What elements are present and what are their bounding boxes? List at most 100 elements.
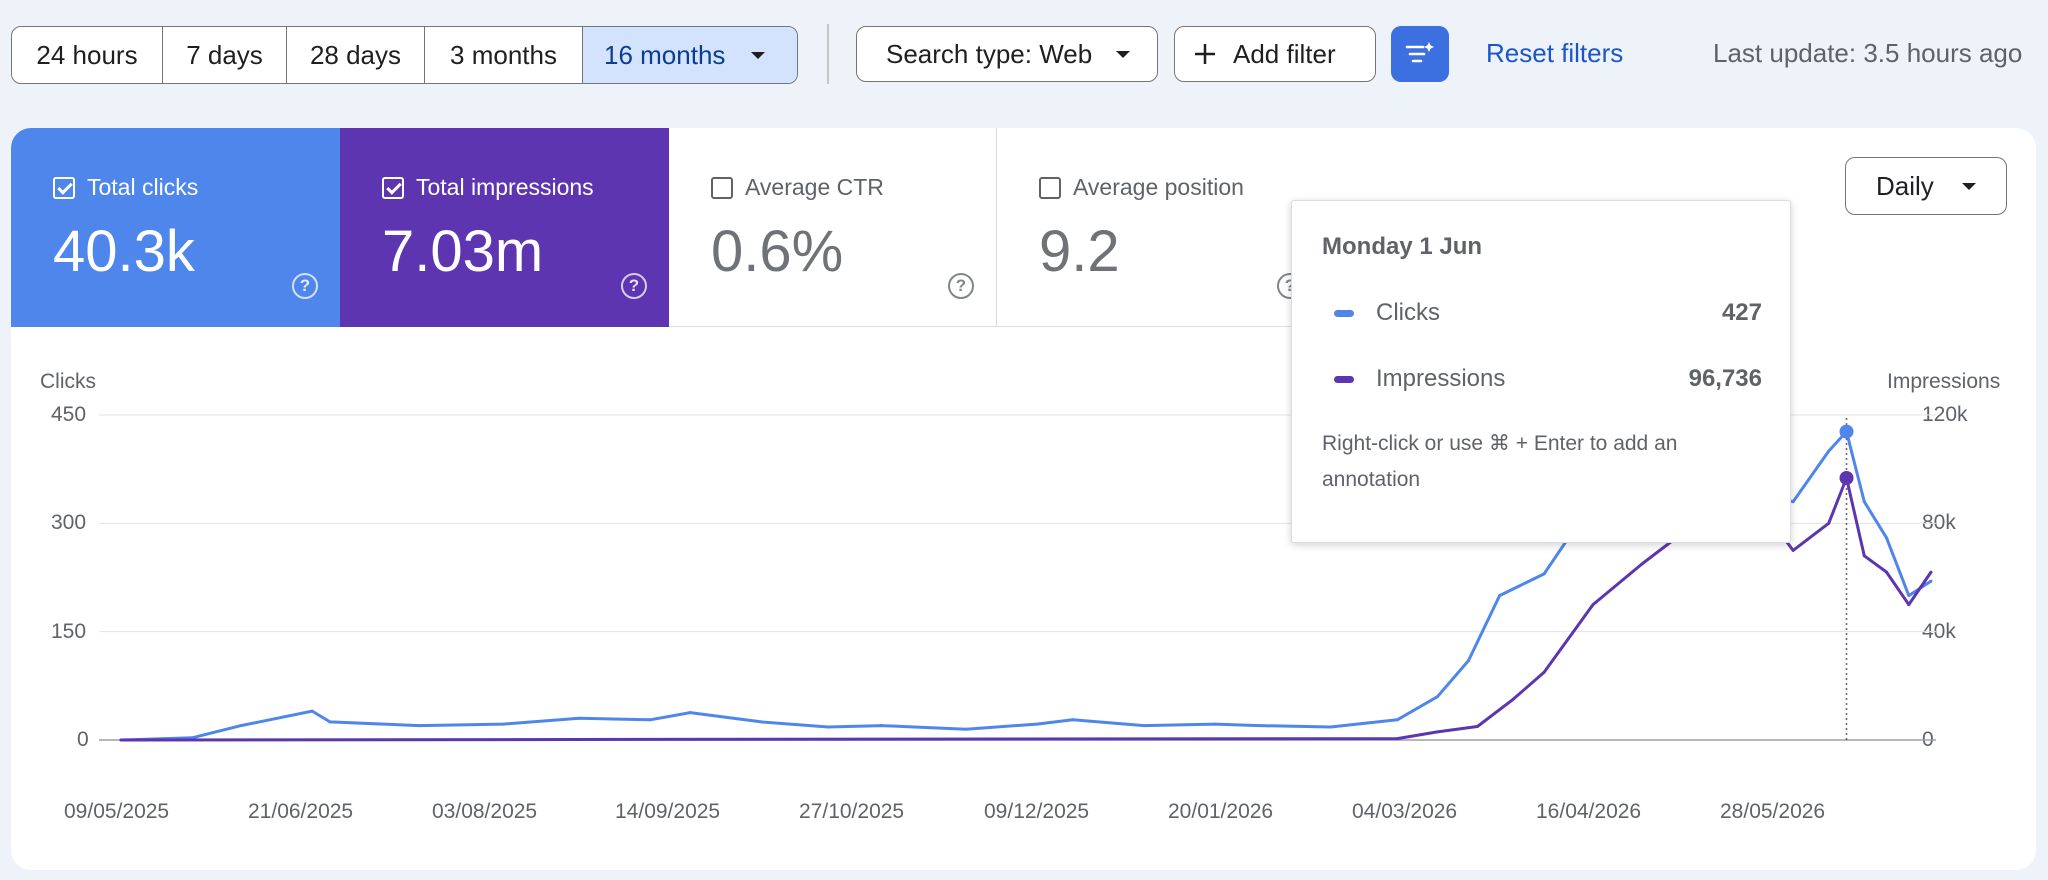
impressions-point: [1591, 603, 1595, 607]
clicks-point: [239, 724, 243, 728]
metric-impressions-label: Total impressions: [416, 174, 594, 200]
left-axis-title: Clicks: [40, 370, 96, 393]
impressions-point: [1907, 603, 1911, 607]
help-icon[interactable]: ?: [621, 273, 647, 299]
range-16-months-label: 16 months: [604, 39, 726, 70]
checkbox-unchecked-icon[interactable]: [711, 176, 733, 199]
clicks-point: [1885, 536, 1889, 540]
range-24-hours[interactable]: 24 hours: [12, 27, 163, 83]
metric-ctr-value: 0.6%: [711, 219, 844, 284]
tooltip-impressions-value: 96,736: [1688, 365, 1762, 392]
x-tick-label: 16/04/2026: [1536, 800, 1641, 823]
tooltip-date: Monday 1 Jun: [1322, 233, 1483, 260]
x-tick-label: 03/08/2025: [432, 800, 537, 823]
clicks-point: [1466, 659, 1470, 663]
impressions-point: [1791, 548, 1795, 552]
chart-tooltip: Monday 1 Jun Clicks 427 Impressions 96,7…: [1291, 200, 1791, 543]
tooltip-impressions-label: Impressions: [1376, 365, 1506, 392]
metric-ctr-label-row: Average CTR: [711, 174, 884, 201]
clicks-point: [1395, 718, 1399, 722]
clicks-point: [1071, 718, 1075, 722]
clicks-point: [1329, 725, 1333, 729]
clicks-line: [120, 430, 1932, 742]
metric-total-clicks[interactable]: Total clicks 40.3k ?: [11, 128, 340, 327]
y-tick-right: 120k: [1922, 403, 1968, 426]
impressions-point: [1827, 521, 1831, 525]
help-icon[interactable]: ?: [948, 273, 974, 299]
clicks-point: [1142, 724, 1146, 728]
clicks-point: [328, 720, 332, 724]
x-tick-label: 28/05/2026: [1720, 800, 1825, 823]
chevron-down-icon: [1116, 50, 1131, 58]
granularity-dropdown[interactable]: Daily: [1845, 157, 2007, 215]
metric-position-label: Average position: [1073, 174, 1244, 200]
clicks-point: [879, 724, 883, 728]
help-icon[interactable]: ?: [292, 273, 318, 299]
impressions-point: [1885, 570, 1889, 574]
filter-settings-button[interactable]: [1391, 26, 1449, 82]
metric-total-impressions[interactable]: Total impressions 7.03m ?: [340, 128, 669, 327]
search-type-label: Search type: Web: [886, 38, 1093, 69]
x-tick-label: 04/03/2026: [1352, 800, 1457, 823]
range-7-days[interactable]: 7 days: [163, 27, 287, 83]
range-28-days[interactable]: 28 days: [287, 27, 425, 83]
y-tick-left: 0: [77, 728, 89, 751]
checkbox-checked-icon[interactable]: [53, 176, 75, 199]
clicks-point: [1435, 695, 1439, 699]
right-axis-title: Impressions: [1887, 370, 2001, 393]
impressions-point: [119, 738, 123, 742]
impressions-point: [1435, 730, 1439, 734]
metric-ctr-label: Average CTR: [745, 174, 884, 200]
range-16-months[interactable]: 16 months: [583, 27, 797, 83]
metric-average-position[interactable]: Average position 9.2 ?: [997, 128, 1325, 327]
impressions-point: [1929, 570, 1933, 574]
date-range-selector: 24 hours 7 days 28 days 3 months 16 mont…: [11, 26, 798, 84]
y-tick-right: 40k: [1922, 620, 1956, 643]
clicks-point: [1862, 500, 1866, 504]
add-filter-button[interactable]: Add filter: [1174, 26, 1376, 82]
clicks-point: [1827, 449, 1831, 453]
metric-clicks-label-row: Total clicks: [53, 174, 198, 201]
range-3-months[interactable]: 3 months: [425, 27, 583, 83]
x-tick-label: 21/06/2025: [248, 800, 353, 823]
reset-filters-link[interactable]: Reset filters: [1486, 38, 1624, 68]
clicks-point: [1498, 594, 1502, 598]
checkbox-unchecked-icon[interactable]: [1039, 176, 1061, 199]
performance-chart[interactable]: 09/05/2025 21/06/2025 03/08/2025 14/09/2025…: [11, 128, 2036, 870]
clicks-point: [1542, 572, 1546, 576]
x-tick-label: 09/12/2025: [984, 800, 1089, 823]
y-tick-left: 450: [51, 403, 87, 426]
clicks-swatch: [1334, 309, 1354, 317]
impressions-point: [1475, 724, 1479, 728]
impressions-point: [1640, 562, 1644, 566]
metric-position-value: 9.2: [1039, 219, 1120, 284]
metric-average-ctr[interactable]: Average CTR 0.6% ?: [669, 128, 997, 327]
impressions-point: [1511, 697, 1515, 701]
toolbar-divider: [827, 24, 829, 84]
metric-impressions-label-row: Total impressions: [382, 174, 594, 201]
x-tick-label: 20/01/2026: [1168, 800, 1273, 823]
clicks-point: [1257, 724, 1261, 728]
clicks-point: [688, 711, 692, 715]
clicks-point: [759, 720, 763, 724]
x-tick-label: 09/05/2025: [64, 800, 169, 823]
metric-clicks-label: Total clicks: [87, 174, 199, 200]
checkbox-checked-icon[interactable]: [382, 176, 404, 199]
search-type-dropdown[interactable]: Search type: Web: [856, 26, 1158, 82]
clicks-point: [1791, 500, 1795, 504]
clicks-point: [964, 727, 968, 731]
y-tick-left: 300: [51, 511, 87, 534]
granularity-label: Daily: [1876, 170, 1934, 201]
clicks-point: [577, 716, 581, 720]
plus-icon: [1195, 44, 1215, 64]
clicks-point: [1213, 722, 1217, 726]
filter-list-icon: [1405, 42, 1434, 63]
tooltip-clicks-value: 427: [1721, 299, 1762, 326]
add-filter-label: Add filter: [1233, 38, 1336, 69]
last-update-text: Last update: 3.5 hours ago: [1713, 38, 2023, 68]
metric-position-label-row: Average position: [1039, 174, 1244, 201]
clicks-point: [417, 724, 421, 728]
impressions-point: [1862, 554, 1866, 558]
tooltip-row-clicks: Clicks 427: [1322, 299, 1762, 327]
clicks-point: [310, 709, 314, 713]
